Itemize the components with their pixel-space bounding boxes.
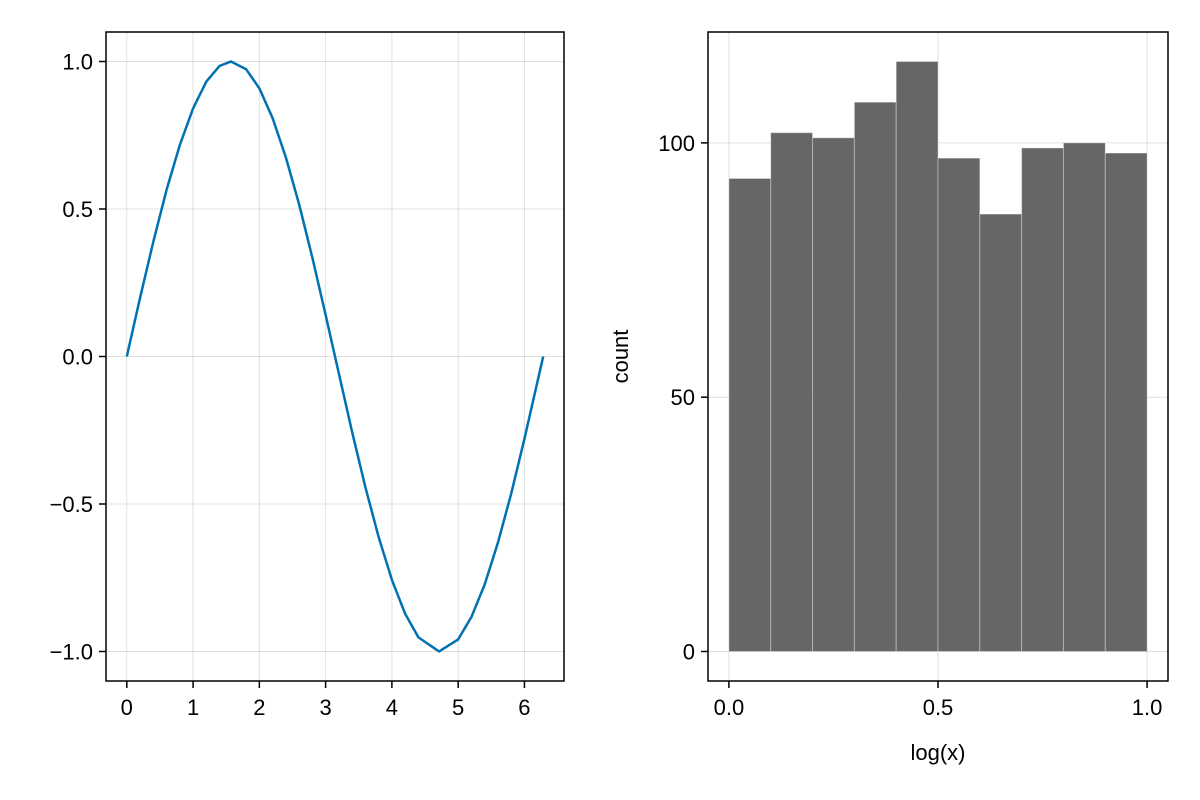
histogram-x-tick-label: 0.5	[923, 695, 954, 720]
histogram-bar	[895, 61, 939, 652]
line-chart-series-line	[125, 60, 545, 653]
line-chart-y-tick-label: 0.5	[62, 197, 93, 222]
histogram-bar	[770, 132, 814, 652]
histogram-bar	[937, 157, 981, 652]
histogram-bar	[1104, 152, 1148, 652]
histogram-chart: 0.0 0.5 1.0 0 50 100 log(x) count	[608, 31, 1169, 765]
line-chart-y-tick-label: −1.0	[50, 640, 93, 665]
line-chart-y-tick-label: 1.0	[62, 50, 93, 75]
histogram-bar	[1021, 147, 1064, 652]
line-chart-grid	[106, 32, 564, 681]
line-chart-x-tick-label: 3	[319, 695, 331, 720]
histogram-bar	[853, 101, 897, 653]
line-chart-x-tick-label: 5	[452, 695, 464, 720]
histogram-y-tick-label: 0	[683, 640, 695, 665]
line-chart-ticks: 0 1 2 3 4 5 6 −1.0 −0.5 0.0 0.5 1.0	[50, 50, 531, 721]
histogram-y-tick-label: 50	[671, 385, 695, 410]
line-chart-x-tick-label: 2	[253, 695, 265, 720]
histogram-x-tick-label: 1.0	[1132, 695, 1163, 720]
histogram-bars	[728, 61, 1148, 653]
line-chart-x-tick-label: 4	[386, 695, 398, 720]
line-chart-series	[125, 60, 545, 653]
histogram-bar	[812, 137, 855, 653]
line-chart-x-tick-label: 6	[518, 695, 530, 720]
line-chart-y-tick-label: −0.5	[50, 492, 93, 517]
histogram-bar	[728, 177, 772, 652]
histogram-y-axis-label: count	[608, 330, 633, 384]
line-chart-x-tick-label: 1	[187, 695, 199, 720]
histogram-ticks: 0.0 0.5 1.0 0 50 100	[658, 131, 1162, 720]
line-chart-y-tick-label: 0.0	[62, 345, 93, 370]
histogram-bar	[979, 213, 1023, 652]
histogram-x-tick-label: 0.0	[714, 695, 745, 720]
histogram-y-tick-label: 100	[658, 131, 695, 156]
histogram-bar	[1062, 142, 1106, 652]
line-chart-x-tick-label: 0	[121, 695, 133, 720]
line-chart: 0 1 2 3 4 5 6 −1.0 −0.5 0.0 0.5 1.0	[50, 31, 565, 721]
histogram-x-axis-label: log(x)	[910, 740, 965, 765]
